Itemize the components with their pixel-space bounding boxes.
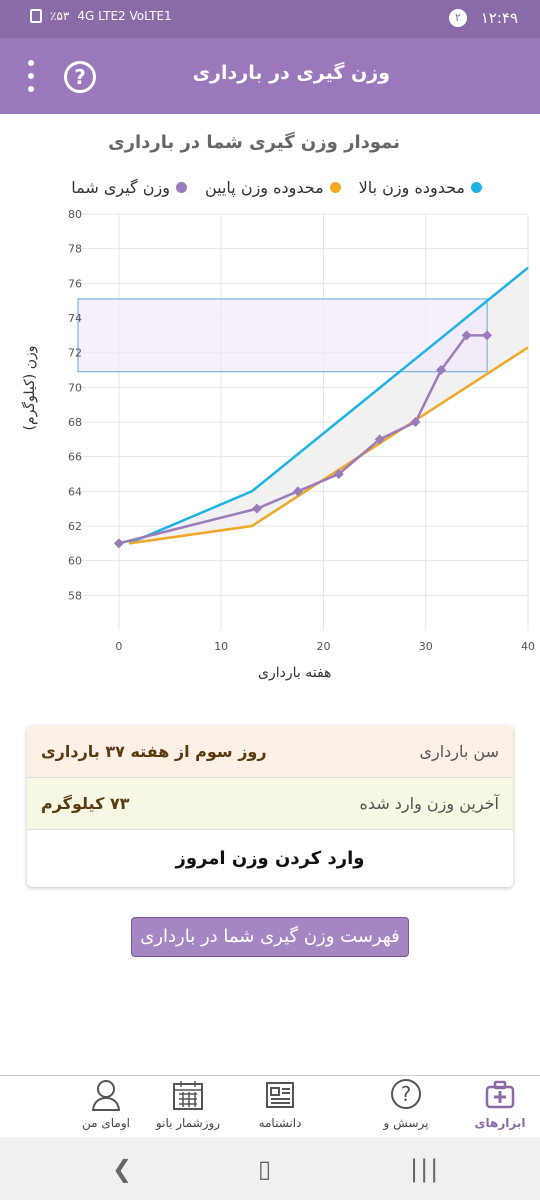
y-tick-label: 72 [68,347,82,360]
x-tick-label: 10 [214,640,228,653]
legend-dot-yours [175,182,187,193]
avatar-icon [89,1078,123,1112]
data-point [251,503,262,514]
battery-icon [30,9,42,23]
y-tick-label: 78 [68,243,82,256]
medical-kit-icon [483,1078,517,1112]
bottom-navigation: ابزارهای ? پرسش و دانشنامه روزشمار بانو … [0,1075,540,1137]
last-weight-row: آخرین وزن وارد شده ۷۳ کیلوگرم [27,778,513,830]
data-point [461,330,472,341]
legend-item-upper[interactable]: محدوده وزن بالا [359,178,482,197]
back-icon[interactable]: ❯ [112,1155,133,1183]
newspaper-icon [263,1078,297,1112]
battery-level: ٪۵۳ [50,9,70,23]
last-weight-label: آخرین وزن وارد شده [359,794,499,813]
legend-dot-upper [471,182,482,193]
y-tick-label: 70 [68,381,82,394]
overflow-menu-icon[interactable] [26,60,36,92]
question-bubble-icon: ? [389,1078,423,1112]
y-tick-label: 76 [68,277,82,290]
pregnancy-info-card: سن بارداری روز سوم از هفته ۳۷ بارداری آخ… [27,726,513,887]
nav-item-encyclopedia[interactable]: دانشنامه [242,1078,318,1130]
chart-ticks: 58 60 62 64 66 68 70 72 74 76 78 80 0 10 20 30 40 [68,208,535,653]
y-tick-label: 64 [68,485,82,498]
y-axis-title: وزن (کیلوگرم) [22,345,38,431]
series-line-1 [128,346,529,545]
pregnancy-age-row: سن بارداری روز سوم از هفته ۳۷ بارداری [27,726,513,778]
y-tick-label: 66 [68,451,82,464]
legend-item-lower[interactable]: محدوده وزن پایین [205,178,341,197]
x-axis-title: هفته بارداری [258,665,332,681]
page-title: وزن گیری در بارداری [192,62,390,84]
legend-label-yours: وزن گیری شما [71,178,170,197]
chart-title: نمودار وزن گیری شما در بارداری [108,132,400,153]
series-line-0 [128,266,529,545]
y-tick-label: 62 [68,520,82,533]
x-tick-label: 40 [521,640,535,653]
nav-label-calendar: روزشمار بانو [155,1116,221,1130]
x-tick-label: 20 [316,640,330,653]
calendar-icon [171,1078,205,1112]
y-tick-label: 58 [68,589,82,602]
recents-icon[interactable]: ||| [410,1155,441,1183]
y-tick-label: 68 [68,416,82,429]
legend-label-lower: محدوده وزن پایین [204,178,324,197]
nav-label-tools: ابزارهای [474,1116,526,1130]
svg-text:?: ? [401,1082,412,1106]
last-weight-value: ۷۳ کیلوگرم [41,794,130,813]
weight-list-button[interactable]: فهرست وزن گیری شما در بارداری [131,917,409,957]
pregnancy-age-label: سن بارداری [419,742,499,761]
notification-badge: ۲ [449,9,467,27]
legend-dot-lower [329,182,341,193]
y-tick-label: 74 [68,312,82,325]
data-point [410,417,421,427]
chart-legend: محدوده وزن بالا محدوده وزن پایین وزن گیر… [71,178,482,197]
nav-label-questions: پرسش و [383,1116,429,1130]
nav-item-questions[interactable]: ? پرسش و [368,1078,444,1130]
pregnancy-age-value: روز سوم از هفته ۳۷ بارداری [41,742,267,761]
y-tick-label: 80 [68,208,82,221]
nav-label-encyclopedia: دانشنامه [258,1116,302,1130]
status-indicators: ٪۵۳ 4G LTE2 VoLTE1 [30,9,172,23]
legend-label-upper: محدوده وزن بالا [358,178,465,197]
data-point [482,330,493,341]
x-tick-label: 0 [115,640,122,653]
help-icon[interactable]: ? [64,61,96,93]
data-point [374,434,385,445]
nav-item-tools[interactable]: ابزارهای [462,1078,538,1130]
legend-item-yours[interactable]: وزن گیری شما [71,178,187,197]
x-tick-label: 30 [419,640,433,653]
network-indicator: 4G LTE2 VoLTE1 [77,9,172,23]
data-point [292,486,303,497]
app-bar: وزن گیری در بارداری ? [0,38,540,114]
data-point [113,538,124,549]
data-point [436,365,447,375]
chart-grid [78,213,529,630]
chart-markers [113,330,493,549]
system-navigation: ❯ ▯ ||| [0,1137,540,1200]
data-point [333,469,344,479]
nav-item-profile[interactable]: اومای من [68,1078,144,1130]
highlight-box [77,298,488,373]
nav-label-profile: اومای من [82,1116,130,1130]
enter-weight-button[interactable]: وارد کردن وزن امروز [175,848,365,869]
clock: ۱۲:۴۹ [480,9,518,27]
chart-highlight-box [77,298,488,373]
home-icon[interactable]: ▯ [258,1155,272,1183]
status-bar: ۱۲:۴۹ ۲ ٪۵۳ 4G LTE2 VoLTE1 [0,0,540,38]
y-tick-label: 60 [68,555,82,568]
nav-item-calendar[interactable]: روزشمار بانو [150,1078,226,1130]
weight-chart: 58 60 62 64 66 68 70 72 74 76 78 80 0 10 20 30 40 [68,208,535,653]
